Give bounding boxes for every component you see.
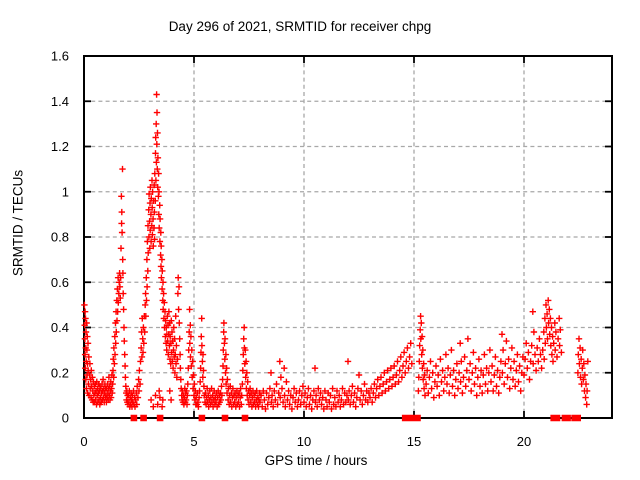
plot-border xyxy=(83,55,613,419)
x-tick-label: 0 xyxy=(80,434,87,449)
x-tick-label: 15 xyxy=(407,434,421,449)
y-tick-label: 0.2 xyxy=(51,365,69,380)
y-tick-label: 0.4 xyxy=(51,320,69,335)
gap-markers xyxy=(130,414,581,422)
y-axis-label: SRMTID / TECUs xyxy=(10,169,26,277)
y-tick-label: 0 xyxy=(62,411,69,426)
data-points-srmtid xyxy=(81,91,591,413)
chart-title: Day 296 of 2021, SRMTID for receiver chp… xyxy=(168,19,432,34)
x-tick-label: 20 xyxy=(517,434,531,449)
y-tick-label: 1 xyxy=(62,184,69,199)
y-tick-label: 0.6 xyxy=(51,275,69,290)
x-axis-label: GPS time / hours xyxy=(264,453,368,468)
x-tick-label: 5 xyxy=(190,434,197,449)
y-tick-label: 1.2 xyxy=(51,139,69,154)
y-tick-label: 1.4 xyxy=(51,94,69,109)
x-tick-label: 10 xyxy=(297,434,311,449)
y-tick-label: 1.6 xyxy=(51,49,69,64)
y-tick-label: 0.8 xyxy=(51,230,69,245)
